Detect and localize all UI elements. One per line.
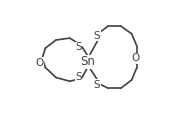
Text: Sn: Sn [80, 55, 95, 68]
Text: S: S [75, 42, 82, 52]
Text: O: O [35, 58, 43, 68]
Text: O: O [132, 53, 140, 63]
Text: S: S [93, 80, 100, 90]
Text: S: S [75, 72, 82, 83]
Text: S: S [93, 31, 100, 41]
